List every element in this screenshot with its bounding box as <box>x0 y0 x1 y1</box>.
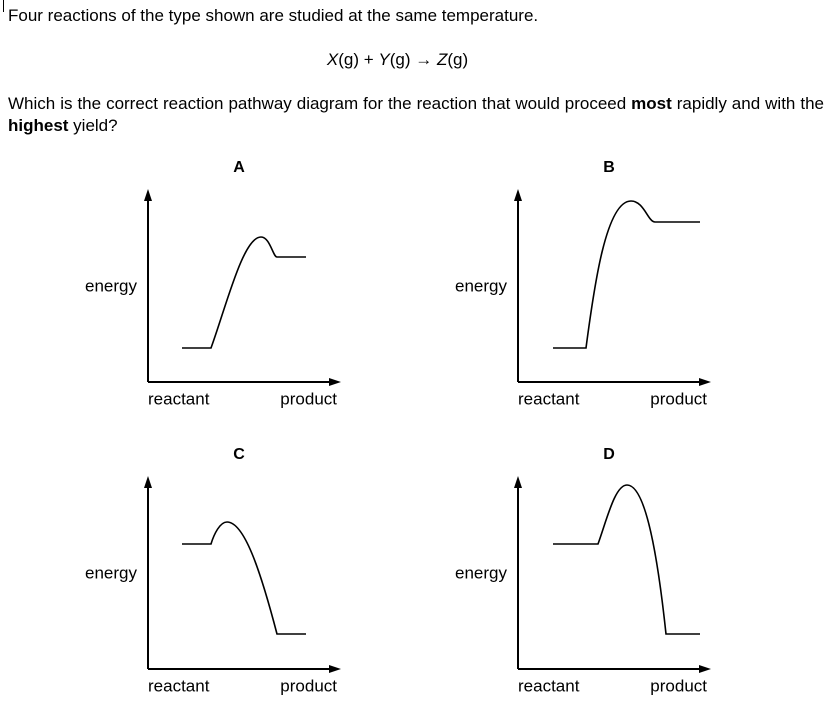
option-label: B <box>603 159 615 176</box>
x-end-label: product <box>650 676 707 695</box>
prompt-part: rapidly and with the <box>671 94 824 113</box>
prompt-bold: highest <box>8 116 69 135</box>
x-axis-arrow <box>329 665 341 673</box>
eq-part: (g) + <box>338 50 379 69</box>
eq-part: (g) <box>447 50 469 69</box>
prompt-part: Which is the correct reaction pathway di… <box>8 94 632 113</box>
option-label: C <box>233 446 245 463</box>
x-start-label: reactant <box>518 676 580 695</box>
y-axis-arrow <box>144 476 152 488</box>
y-axis-label: energy <box>85 563 137 582</box>
energy-curve <box>182 521 306 635</box>
x-end-label: product <box>650 389 707 408</box>
eq-part: Y <box>378 50 390 69</box>
question-prompt: Which is the correct reaction pathway di… <box>8 93 824 137</box>
x-axis-arrow <box>699 665 711 673</box>
energy-curve <box>553 484 700 635</box>
prompt-part: yield? <box>68 116 118 135</box>
eq-part: Z <box>436 50 448 69</box>
x-start-label: reactant <box>148 389 210 408</box>
y-axis-label: energy <box>455 276 507 295</box>
x-start-label: reactant <box>148 676 210 695</box>
equation: X(g) + Y(g) → Z(g) <box>0 50 795 70</box>
y-axis-arrow <box>514 189 522 201</box>
energy-curve <box>553 200 700 349</box>
x-end-label: product <box>280 676 337 695</box>
eq-part: (g) → <box>389 50 437 69</box>
x-end-label: product <box>280 389 337 408</box>
prompt-bold: most <box>631 94 672 113</box>
question-intro: Four reactions of the type shown are stu… <box>8 6 539 25</box>
y-axis-arrow <box>514 476 522 488</box>
x-axis-arrow <box>329 378 341 386</box>
option-label: D <box>603 446 615 463</box>
eq-part: X <box>326 50 339 69</box>
y-axis-arrow <box>144 189 152 201</box>
margin-mark <box>3 0 4 12</box>
y-axis-label: energy <box>85 276 137 295</box>
x-start-label: reactant <box>518 389 580 408</box>
energy-curve <box>182 236 306 349</box>
option-label: A <box>233 159 245 176</box>
x-axis-arrow <box>699 378 711 386</box>
y-axis-label: energy <box>455 563 507 582</box>
